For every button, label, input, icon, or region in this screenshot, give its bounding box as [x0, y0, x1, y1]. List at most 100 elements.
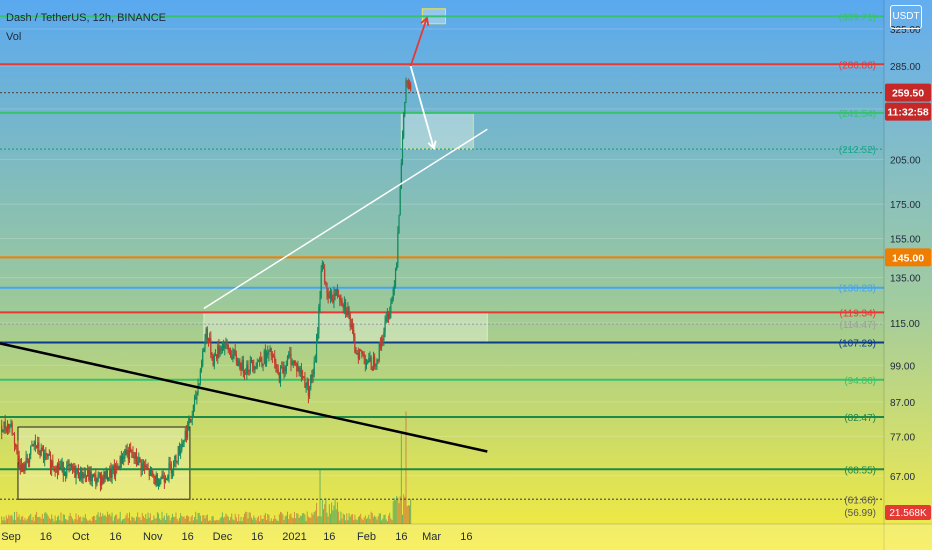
candle-body — [290, 353, 292, 365]
candle-body — [274, 356, 276, 363]
candle-body — [28, 454, 31, 463]
volume-bar — [190, 516, 192, 524]
volume-tag-bg — [885, 505, 931, 520]
volume-bar — [25, 520, 27, 524]
volume-bar — [15, 520, 17, 524]
volume-bar — [113, 516, 115, 524]
volume-bar — [226, 515, 228, 524]
candle-body — [47, 453, 49, 457]
price-tick-label: 285.00 — [890, 62, 921, 73]
volume-bar — [376, 519, 378, 524]
candle-body — [387, 313, 390, 320]
volume-bar — [22, 515, 24, 524]
volume-bar — [343, 514, 345, 524]
candle-body — [134, 452, 136, 459]
candle-body — [97, 474, 99, 482]
candle-body — [182, 442, 184, 444]
candle-body — [340, 300, 342, 302]
volume-bar — [361, 518, 363, 524]
candle-body — [51, 460, 53, 470]
candle-body — [224, 345, 226, 349]
volume-bar — [109, 513, 111, 524]
volume-bar — [238, 514, 240, 524]
volume-bar — [264, 512, 266, 524]
candle-body — [234, 350, 236, 355]
candle-body — [39, 451, 41, 456]
candle-body — [70, 464, 73, 468]
candle-body — [132, 452, 134, 457]
volume-bar — [341, 518, 343, 524]
volume-bar — [130, 520, 132, 524]
candle-body — [343, 302, 346, 308]
volume-bar — [397, 497, 399, 524]
volume-bar — [295, 518, 297, 524]
volume-bar — [47, 515, 49, 524]
candle-body — [88, 470, 90, 480]
volume-bar — [375, 517, 377, 524]
candle-body — [382, 338, 384, 341]
price-tick-label: 135.00 — [890, 274, 921, 285]
candle-body — [26, 457, 28, 462]
arrow-head — [427, 140, 437, 151]
candle-body — [168, 463, 170, 476]
price-tick-label: 87.00 — [890, 398, 915, 409]
volume-bar — [374, 515, 376, 524]
volume-bar — [404, 496, 406, 524]
candle-body — [188, 418, 190, 426]
candle-body — [255, 366, 257, 368]
volume-bar — [7, 518, 9, 524]
candle-body — [212, 356, 214, 366]
candle-body — [185, 430, 188, 438]
volume-bar — [160, 519, 162, 524]
candle-body — [18, 455, 20, 465]
candle-body — [227, 344, 229, 351]
volume-bar — [245, 511, 247, 524]
candle-body — [48, 453, 50, 456]
volume-bar — [111, 512, 113, 524]
candle-body — [4, 421, 6, 429]
volume-bar — [334, 498, 336, 524]
time-tick-label: 16 — [251, 531, 263, 543]
volume-bar — [269, 521, 271, 524]
volume-bar — [332, 510, 334, 524]
currency-button[interactable]: USDT — [890, 5, 922, 29]
volume-bar — [292, 518, 294, 524]
candle-body — [295, 362, 297, 364]
candle-body — [385, 317, 387, 322]
candle-body — [75, 471, 77, 478]
volume-bar — [382, 518, 384, 524]
time-tick-label: Sep — [1, 531, 21, 543]
volume-bar — [360, 513, 362, 524]
volume-bar — [214, 520, 216, 524]
candle-body — [390, 303, 392, 314]
candle-body — [25, 457, 27, 471]
candle-body — [318, 306, 320, 334]
candle-body — [99, 473, 102, 486]
volume-bar — [314, 510, 316, 524]
candle-body — [264, 351, 267, 364]
candle-body — [357, 353, 359, 359]
candle-body — [278, 373, 280, 383]
volume-bar — [262, 518, 264, 524]
volume-bar — [162, 517, 164, 524]
volume-bar — [189, 521, 191, 524]
candle-body — [173, 461, 175, 470]
volume-bar — [252, 519, 254, 524]
volume-bar — [273, 519, 275, 524]
volume-bar — [220, 516, 222, 524]
candle-body — [117, 466, 119, 469]
candle-body — [87, 470, 89, 476]
candle-body — [111, 469, 113, 478]
volume-bar — [349, 516, 351, 524]
volume-bar — [289, 514, 291, 524]
candle-body — [317, 333, 319, 340]
volume-bar — [316, 503, 318, 524]
candle-body — [120, 456, 122, 464]
candle-body — [66, 465, 68, 477]
volume-bar — [38, 516, 40, 524]
volume-bar — [246, 512, 248, 524]
candle-body — [210, 338, 212, 355]
candle-body — [314, 361, 316, 363]
candle-body — [225, 341, 227, 346]
